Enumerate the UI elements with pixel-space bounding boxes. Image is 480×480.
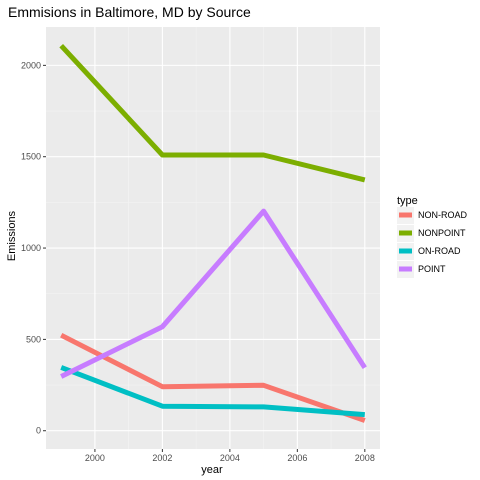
major-gridlines <box>46 27 380 449</box>
x-tick-label: 2002 <box>152 453 172 463</box>
legend-items: NON-ROAD NONPOINT ON-ROAD POINT <box>397 207 467 278</box>
legend-label-point: POINT <box>418 264 446 274</box>
series-lines <box>59 44 367 423</box>
chart-title: Emmisions in Baltimore, MD by Source <box>8 4 251 20</box>
series-line-non-road <box>60 332 366 423</box>
y-tick-label: 0 <box>36 426 41 436</box>
series-line-nonpoint <box>59 44 366 183</box>
y-tick-label: 1000 <box>21 243 41 253</box>
legend-title: type <box>397 195 418 207</box>
x-tick-label: 2000 <box>85 453 105 463</box>
legend-label-non-road: NON-ROAD <box>418 210 467 220</box>
x-tick-label: 2008 <box>355 453 375 463</box>
x-axis-title: year <box>201 464 223 476</box>
series-line-point <box>60 208 367 379</box>
x-tick-label: 2004 <box>220 453 240 463</box>
y-tick-label: 1500 <box>21 152 41 162</box>
y-axis-title: Emissions <box>6 210 18 261</box>
x-tick-label: 2006 <box>287 453 307 463</box>
y-tick-label: 2000 <box>21 60 41 70</box>
y-axis-ticks: 0 500 1000 1500 2000 <box>21 60 46 436</box>
legend-label-on-road: ON-ROAD <box>418 246 461 256</box>
x-axis-ticks: 2000 2002 2004 2006 2008 <box>85 449 375 463</box>
plot-panel <box>46 27 380 449</box>
series-line-on-road <box>60 365 365 418</box>
legend: type NON-ROAD NONPOINT ON-ROAD POINT <box>397 195 467 278</box>
y-tick-label: 500 <box>26 334 41 344</box>
legend-label-nonpoint: NONPOINT <box>418 228 466 238</box>
